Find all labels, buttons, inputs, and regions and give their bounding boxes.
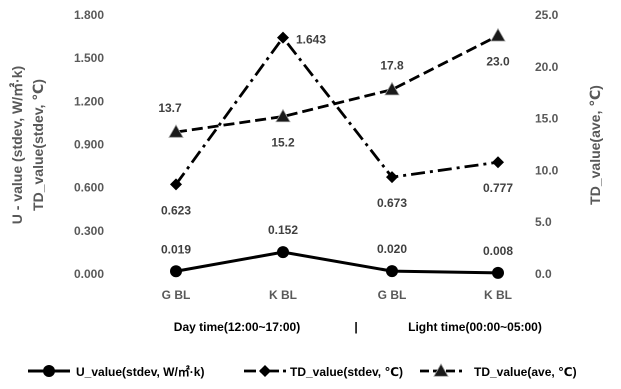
u-value-series-data-label: 0.152 (268, 223, 298, 237)
td-ave-point (490, 27, 506, 42)
td-ave-point (384, 81, 400, 96)
left-y-tick-label: 0.300 (74, 224, 104, 238)
right-y-tick-label: 15.0 (535, 112, 559, 126)
td-ave-point (275, 108, 291, 123)
td-stdev-point (492, 156, 504, 169)
u-value-point (277, 246, 289, 259)
period-separator: | (354, 320, 357, 334)
u-value-series-data-label: 0.019 (161, 242, 191, 256)
legend-label-u-value-series: U_value(stdev, W/㎡·k) (76, 364, 204, 379)
x-tick-label: K BL (269, 288, 297, 302)
right-y-tick-label: 20.0 (535, 60, 559, 74)
u-value-series-line (175, 250, 499, 275)
left-y-tick-label: 1.200 (74, 94, 104, 108)
td-ave-series-data-label: 23.0 (486, 55, 510, 69)
u-value-series-data-label: 0.020 (377, 242, 407, 256)
u-value-series-data-label: 0.008 (483, 244, 513, 258)
legend-marker-td-stdev-series (259, 365, 271, 377)
right-y-tick-label: 5.0 (535, 215, 552, 229)
td-stdev-series-line (174, 36, 499, 186)
left-axis-title-2: TD_value(stdev, ℃) (30, 79, 46, 211)
td-stdev-series-data-label: 1.643 (296, 33, 326, 47)
legend: U_value(stdev, W/㎡·k) TD_value(stdev, ℃) T… (28, 363, 577, 379)
td-ave-series-line (175, 34, 499, 134)
td-stdev-point (277, 31, 289, 44)
right-axis-title: TD_value(ave, ℃) (587, 85, 603, 205)
left-y-tick-label: 1.800 (74, 8, 104, 22)
left-axis-title-1: U - value (stdev, W/㎡·k) (9, 66, 25, 224)
td-stdev-series-data-label: 0.777 (483, 181, 513, 195)
right-y-tick-label: 0.0 (535, 267, 552, 281)
period-label-day: Day time(12:00~17:00) (174, 320, 300, 334)
td-stdev-series-data-label: 0.673 (377, 196, 407, 210)
td-stdev-point (170, 178, 182, 191)
td-ave-series-data-label: 13.7 (158, 101, 182, 115)
data-labels-layer: 0.019 0.152 0.020 0.008 0.623 1.643 0.673 0.777… (158, 33, 513, 258)
u-value-point (492, 266, 504, 279)
legend-marker-td-ave-series (433, 363, 449, 377)
left-y-tick-label: 0.900 (74, 138, 104, 152)
td-ave-series-data-label: 15.2 (271, 136, 295, 150)
period-label-night: Light time(00:00~05:00) (408, 320, 542, 334)
left-y-tick-label: 0.600 (74, 181, 104, 195)
legend-marker-u-value-series (43, 365, 55, 377)
td-stdev-point (386, 171, 398, 184)
td-ave-series-data-label: 17.8 (380, 59, 404, 73)
legend-label-td-ave-series: TD_value(ave, ℃) (474, 365, 577, 379)
x-tick-label: G BL (162, 288, 191, 302)
legend-label-td-stdev-series: TD_value(stdev, ℃) (290, 365, 403, 379)
right-y-tick-label: 10.0 (535, 163, 559, 177)
right-y-tick-label: 25.0 (535, 8, 559, 22)
u-value-point (386, 265, 398, 278)
u-value-point (170, 265, 182, 278)
x-tick-label: G BL (378, 288, 407, 302)
left-y-tick-label: 1.500 (74, 51, 104, 65)
series-layer (168, 27, 506, 279)
axes-layer: 0.000 0.300 0.600 0.900 1.200 1.500 1.800 0.0 5.… (9, 8, 603, 334)
td-ave-point (168, 124, 184, 138)
x-tick-label: K BL (484, 288, 512, 302)
td-stdev-series-data-label: 0.623 (161, 203, 191, 217)
left-y-tick-label: 0.000 (74, 267, 104, 281)
